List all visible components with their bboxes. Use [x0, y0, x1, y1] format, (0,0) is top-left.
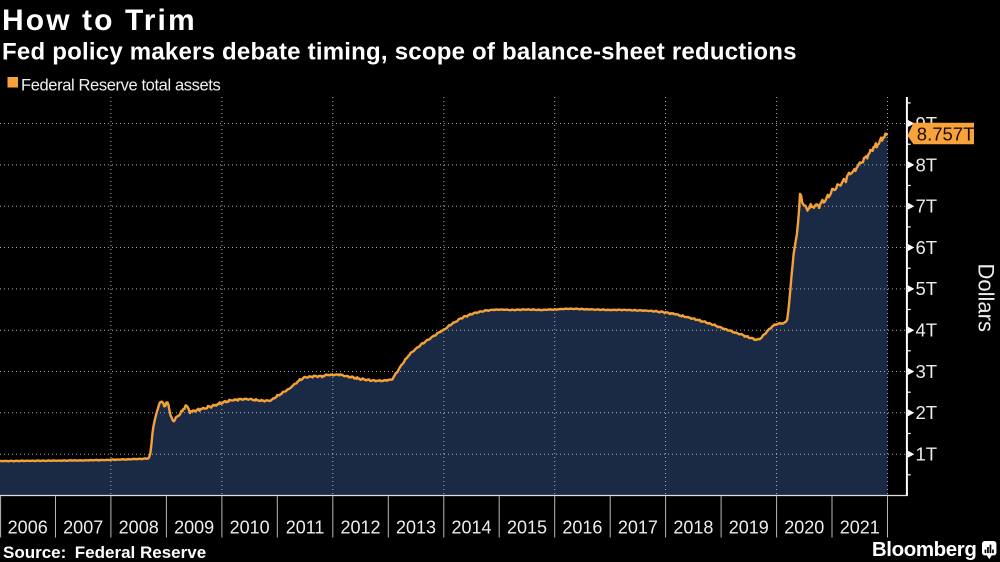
svg-text:Federal Reserve total assets: Federal Reserve total assets — [21, 77, 221, 95]
svg-text:2014: 2014 — [451, 518, 491, 538]
svg-text:2007: 2007 — [63, 518, 103, 538]
svg-text:2015: 2015 — [507, 518, 547, 538]
svg-text:2012: 2012 — [340, 518, 380, 538]
svg-text:6T: 6T — [916, 237, 938, 258]
svg-text:7T: 7T — [916, 196, 938, 217]
svg-text:3T: 3T — [916, 361, 938, 382]
svg-text:2013: 2013 — [396, 518, 436, 538]
svg-text:Dollars: Dollars — [974, 264, 999, 332]
svg-text:2T: 2T — [916, 402, 938, 423]
svg-text:2016: 2016 — [562, 518, 602, 538]
svg-text:Fed policy makers debate timin: Fed policy makers debate timing, scope o… — [2, 39, 797, 66]
svg-text:5T: 5T — [916, 278, 938, 299]
svg-text:Bloomberg: Bloomberg — [872, 538, 977, 561]
svg-text:8.757T: 8.757T — [917, 124, 975, 145]
svg-text:2021: 2021 — [840, 518, 880, 538]
svg-text:2011: 2011 — [286, 518, 325, 538]
svg-text:2019: 2019 — [729, 518, 769, 538]
svg-text:2020: 2020 — [784, 518, 824, 538]
svg-text:2010: 2010 — [230, 518, 270, 538]
svg-text:2017: 2017 — [618, 518, 658, 538]
svg-text:Source: Federal Reserve: Source: Federal Reserve — [3, 543, 206, 562]
svg-text:2009: 2009 — [174, 518, 214, 538]
svg-text:4T: 4T — [916, 320, 938, 341]
svg-text:8T: 8T — [916, 154, 938, 175]
svg-text:How to Trim: How to Trim — [2, 4, 197, 37]
svg-text:2006: 2006 — [8, 518, 48, 538]
svg-text:2008: 2008 — [119, 518, 159, 538]
svg-text:1T: 1T — [916, 444, 938, 465]
svg-text:2018: 2018 — [673, 518, 713, 538]
